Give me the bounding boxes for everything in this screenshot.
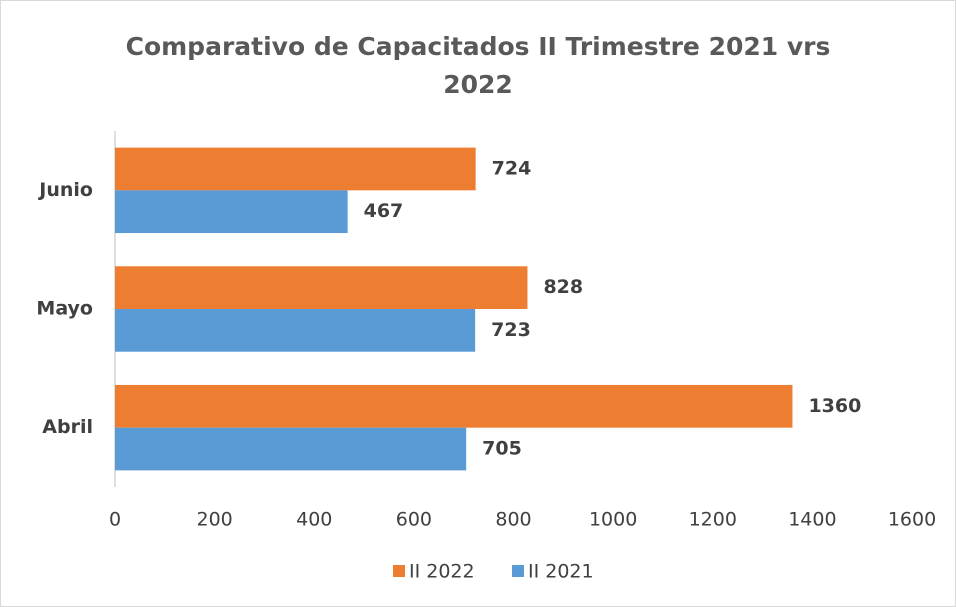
legend-swatch [512,565,524,577]
bar [115,266,528,309]
x-tick-label: 200 [196,509,232,531]
bar [115,147,476,191]
x-tick-label: 800 [495,509,531,531]
value-label: 467 [364,200,404,222]
bar [115,384,793,428]
legend-label: II 2022 [409,561,475,583]
bar [115,309,476,352]
x-tick-label: 600 [396,509,432,531]
x-tick-label: 1200 [689,509,737,531]
y-tick-label: Mayo [36,298,93,320]
value-label: 828 [543,276,583,298]
chart-title: Comparativo de Capacitados II Trimestre … [125,32,831,99]
bar [115,190,348,234]
x-tick-label: 1400 [788,509,836,531]
legend-label: II 2021 [528,561,594,583]
x-tick-label: 1000 [589,509,637,531]
y-tick-label: Abril [42,416,93,438]
value-label: 1360 [808,395,861,417]
legend-swatch [393,565,405,577]
x-tick-label: 0 [109,509,121,531]
value-label: 724 [492,157,532,179]
x-tick-label: 1600 [888,509,936,531]
y-tick-label: Junio [37,179,93,201]
value-label: 723 [491,319,531,341]
x-tick-label: 400 [296,509,332,531]
bar [115,427,467,471]
value-label: 705 [482,438,522,460]
